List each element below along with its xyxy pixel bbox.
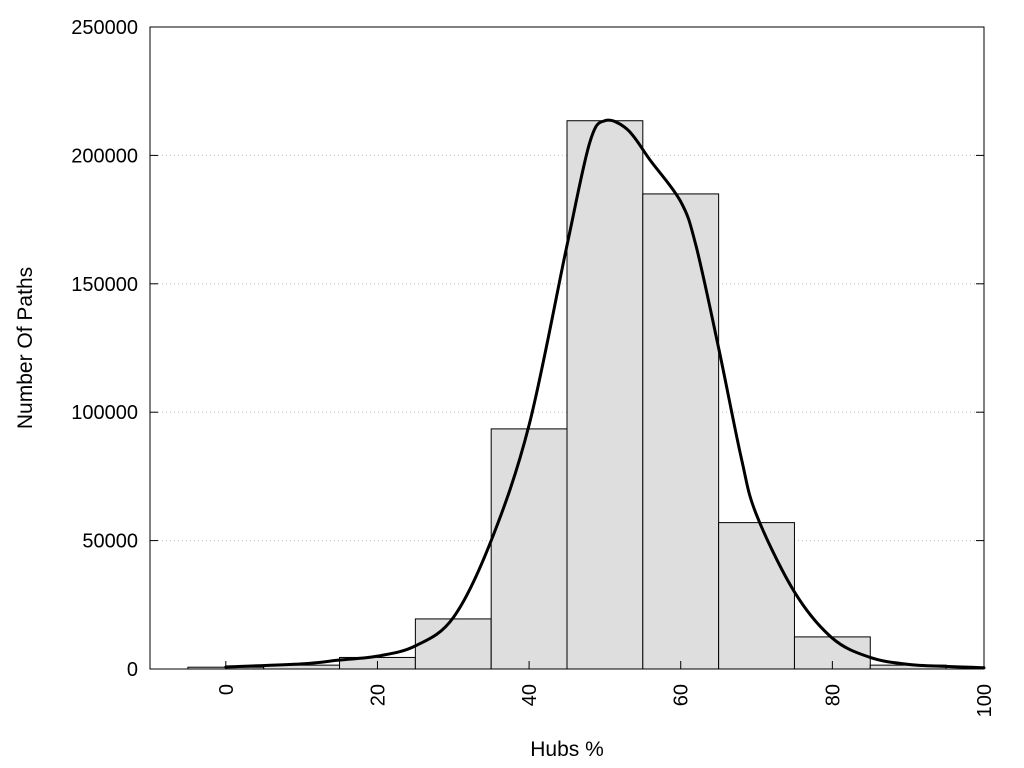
y-axis-label: Number Of Paths	[14, 267, 37, 429]
plot-frame	[149, 26, 985, 670]
y-tick-label: 250000	[71, 17, 138, 39]
histogram-bars	[187, 120, 947, 670]
y-tick-labels: 0 50000 100000 150000 200000 250000	[71, 17, 138, 681]
x-tick-label: 20	[367, 684, 389, 706]
histogram-bar	[718, 522, 795, 670]
x-axis-label: Hubs %	[530, 738, 604, 761]
x-tick-label: 60	[671, 684, 693, 706]
histogram-bar	[414, 618, 492, 670]
y-tick-label: 200000	[71, 145, 138, 167]
x-tick-labels: 0 20 40 60 80 100	[216, 684, 996, 717]
density-curve	[224, 118, 986, 670]
y-tick-label: 100000	[71, 402, 138, 424]
x-tick-label: 40	[519, 684, 541, 706]
x-tick-label: 0	[216, 684, 238, 695]
x-tick-label: 100	[974, 684, 996, 717]
histogram-bar	[490, 428, 568, 670]
histogram-bar	[566, 120, 644, 670]
density-curve-layer	[224, 118, 986, 670]
axis-ticks	[150, 26, 985, 670]
x-tick-label: 80	[822, 684, 844, 706]
histogram-bar	[642, 193, 720, 670]
y-tick-label: 150000	[71, 274, 138, 296]
y-tick-label: 50000	[82, 531, 138, 553]
y-tick-label: 0	[127, 659, 138, 681]
